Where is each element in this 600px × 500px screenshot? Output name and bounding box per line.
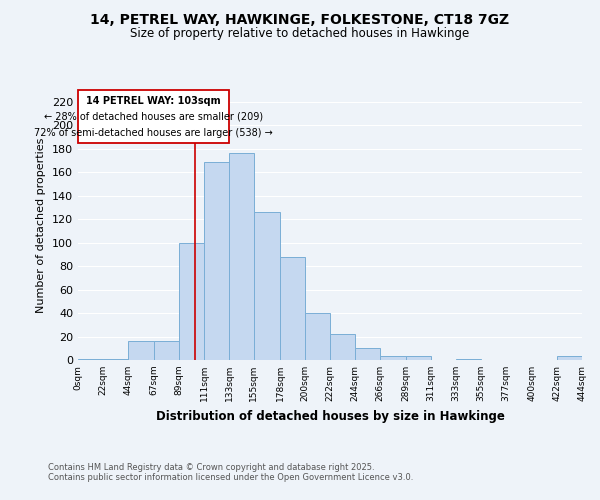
Bar <box>204 162 229 360</box>
Text: 72% of semi-detached houses are larger (538) →: 72% of semi-detached houses are larger (… <box>34 128 273 138</box>
Bar <box>179 242 204 360</box>
Bar <box>103 359 128 360</box>
Bar <box>305 313 330 360</box>
Bar <box>154 341 179 360</box>
Text: Size of property relative to detached houses in Hawkinge: Size of property relative to detached ho… <box>130 28 470 40</box>
Text: 14, PETREL WAY, HAWKINGE, FOLKESTONE, CT18 7GZ: 14, PETREL WAY, HAWKINGE, FOLKESTONE, CT… <box>91 12 509 26</box>
Bar <box>128 341 154 360</box>
Bar <box>229 154 254 360</box>
Text: ← 28% of detached houses are smaller (209): ← 28% of detached houses are smaller (20… <box>44 112 263 122</box>
Bar <box>280 256 305 360</box>
Bar <box>254 212 280 360</box>
Text: Contains public sector information licensed under the Open Government Licence v3: Contains public sector information licen… <box>48 474 413 482</box>
FancyBboxPatch shape <box>78 90 229 143</box>
Y-axis label: Number of detached properties: Number of detached properties <box>37 138 46 312</box>
Text: Contains HM Land Registry data © Crown copyright and database right 2025.: Contains HM Land Registry data © Crown c… <box>48 464 374 472</box>
Bar <box>355 348 380 360</box>
X-axis label: Distribution of detached houses by size in Hawkinge: Distribution of detached houses by size … <box>155 410 505 422</box>
Bar <box>78 359 103 360</box>
Bar <box>330 334 355 360</box>
Bar <box>406 356 431 360</box>
Bar <box>557 356 582 360</box>
Bar <box>456 359 481 360</box>
Text: 14 PETREL WAY: 103sqm: 14 PETREL WAY: 103sqm <box>86 96 221 106</box>
Bar <box>380 356 406 360</box>
